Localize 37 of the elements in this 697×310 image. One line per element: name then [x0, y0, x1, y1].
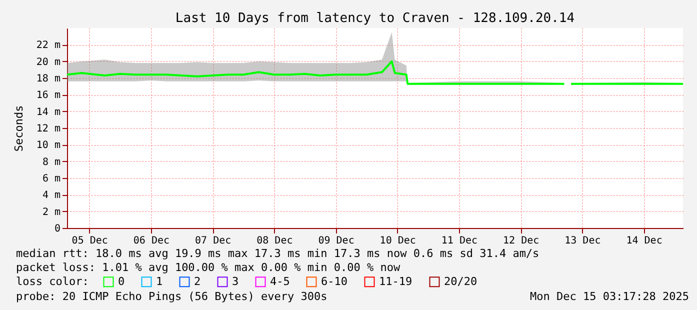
x-tick-label: 14 Dec: [626, 236, 662, 246]
legend-label: 0: [118, 274, 125, 288]
x-tick-label: 09 Dec: [318, 236, 354, 246]
y-tick-label: 12 m: [36, 124, 60, 134]
text: probe: 20 ICMP Echo Pings (56 Bytes) every 300s: [16, 290, 328, 303]
y-tick-label: 6 m: [42, 174, 60, 184]
legend-title: loss color:: [16, 275, 89, 288]
x-tick-label: 13 Dec: [564, 236, 601, 246]
legend-label: 1: [156, 274, 163, 288]
text: median rtt: 18.0 ms avg 19.9 ms max 17.3 ms min 17.3 ms now 0.6 ms sd 31.4 am/s: [16, 247, 540, 260]
y-axis-title: Seconds: [12, 105, 26, 152]
y-tick-label: 0: [54, 224, 60, 234]
text: packet loss: 1.01 % avg 100.00 % max 0.00 % min 0.00 % now: [16, 261, 400, 274]
y-tick-label: 22 m: [36, 40, 60, 52]
y-tick-label: 10 m: [36, 140, 60, 152]
x-tick-label: 07 Dec: [195, 236, 232, 246]
legend-label: 4-5: [270, 274, 290, 288]
y-tick-label: 2 m: [42, 206, 60, 218]
x-tick-label: 12 Dec: [503, 236, 540, 246]
x-tick-label: 05 Dec: [72, 236, 108, 246]
x-tick-label: 06 Dec: [133, 236, 170, 246]
legend-label: 6-10: [321, 274, 348, 288]
y-tick-label: 16 m: [36, 90, 60, 102]
chart-title: Last 10 Days from latency to Craven - 128.109.20.14: [175, 11, 575, 26]
y-tick-label: 18 m: [36, 74, 60, 84]
x-tick-label: 10 Dec: [380, 236, 416, 246]
y-tick-label: 8 m: [42, 156, 60, 168]
y-tick-label: 20 m: [36, 56, 60, 68]
legend-label: 11-19: [379, 274, 412, 288]
x-tick-label: 08 Dec: [256, 236, 293, 246]
x-tick-label: 11 Dec: [441, 236, 478, 246]
y-tick-label: 4 m: [42, 190, 60, 202]
text: Mon Dec 15 03:17:28 2025: [530, 290, 689, 303]
legend-label: 2: [194, 274, 201, 288]
legend-label: 20/20: [444, 274, 478, 288]
legend-label: 3: [232, 274, 239, 288]
y-tick-label: 14 m: [36, 106, 60, 118]
